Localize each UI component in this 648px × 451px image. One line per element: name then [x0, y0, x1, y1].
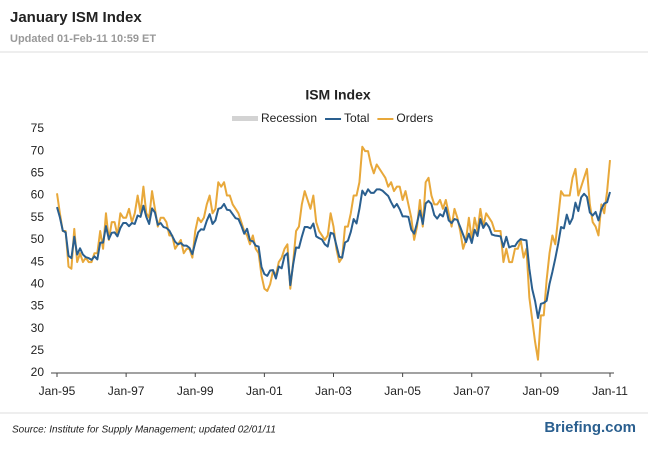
legend-label: Recession — [261, 111, 317, 125]
page-subtitle: Updated 01-Feb-11 10:59 ET — [10, 33, 156, 45]
y-tick-label: 40 — [31, 276, 45, 290]
logo: Briefing.com — [544, 419, 636, 436]
chart-title: ISM Index — [305, 87, 371, 103]
line-series — [56, 145, 611, 361]
legend-label: Total — [344, 111, 369, 125]
y-tick-label: 60 — [31, 188, 45, 202]
x-tick-label: Jan-01 — [246, 384, 283, 398]
y-tick-label: 20 — [31, 365, 45, 379]
x-tick-label: Jan-09 — [523, 384, 560, 398]
x-tick-label: Jan-07 — [453, 384, 490, 398]
legend-label: Orders — [396, 111, 433, 125]
line-series — [56, 188, 611, 319]
y-tick-label: 25 — [31, 343, 45, 357]
y-tick-label: 50 — [31, 232, 45, 246]
y-tick-label: 30 — [31, 321, 45, 335]
x-tick-label: Jan-11 — [592, 384, 628, 398]
x-tick-label: Jan-97 — [108, 384, 145, 398]
x-tick-label: Jan-05 — [384, 384, 421, 398]
y-tick-label: 70 — [31, 143, 45, 157]
legend-swatch — [232, 116, 258, 121]
x-tick-label: Jan-03 — [315, 384, 352, 398]
y-tick-label: 65 — [31, 166, 45, 180]
y-tick-label: 55 — [31, 210, 45, 224]
x-tick-label: Jan-99 — [177, 384, 214, 398]
page-title: January ISM Index — [10, 9, 142, 26]
source-note: Source: Institute for Supply Management;… — [12, 425, 276, 436]
y-tick-label: 45 — [31, 254, 45, 268]
x-tick-label: Jan-95 — [39, 384, 76, 398]
y-tick-label: 75 — [31, 121, 45, 135]
y-tick-label: 35 — [31, 299, 45, 313]
